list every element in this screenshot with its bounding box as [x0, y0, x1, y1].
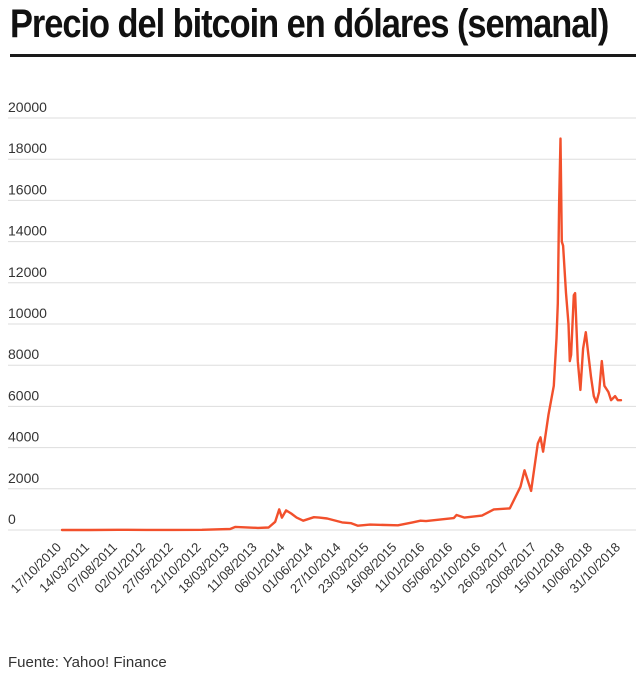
y-tick-label: 6000 [8, 387, 39, 403]
source-note: Fuente: Yahoo! Finance [8, 654, 167, 671]
y-tick-label: 8000 [8, 346, 39, 362]
y-tick-label: 4000 [8, 429, 39, 445]
x-axis-tick-labels: 17/10/201014/03/201107/08/201102/01/2012… [7, 540, 623, 597]
gridlines [8, 117, 636, 531]
y-tick-label: 20000 [8, 99, 47, 115]
y-tick-label: 16000 [8, 181, 47, 197]
y-tick-label: 0 [8, 511, 16, 527]
y-tick-label: 2000 [8, 470, 39, 486]
y-tick-label: 14000 [8, 223, 47, 239]
y-tick-label: 18000 [8, 140, 47, 156]
series-line [60, 137, 623, 532]
y-tick-label: 12000 [8, 264, 47, 280]
y-axis-tick-labels: 0 2000 4000 6000 8000 10000 12000 14000 16000 180… [8, 99, 47, 527]
chart-title: Precio del bitcoin en dólares (semanal) [10, 2, 609, 46]
title-underline [10, 54, 636, 57]
y-tick-label: 10000 [8, 305, 47, 321]
line-chart: 0 2000 4000 6000 8000 10000 12000 14000 16000 180… [7, 99, 636, 597]
